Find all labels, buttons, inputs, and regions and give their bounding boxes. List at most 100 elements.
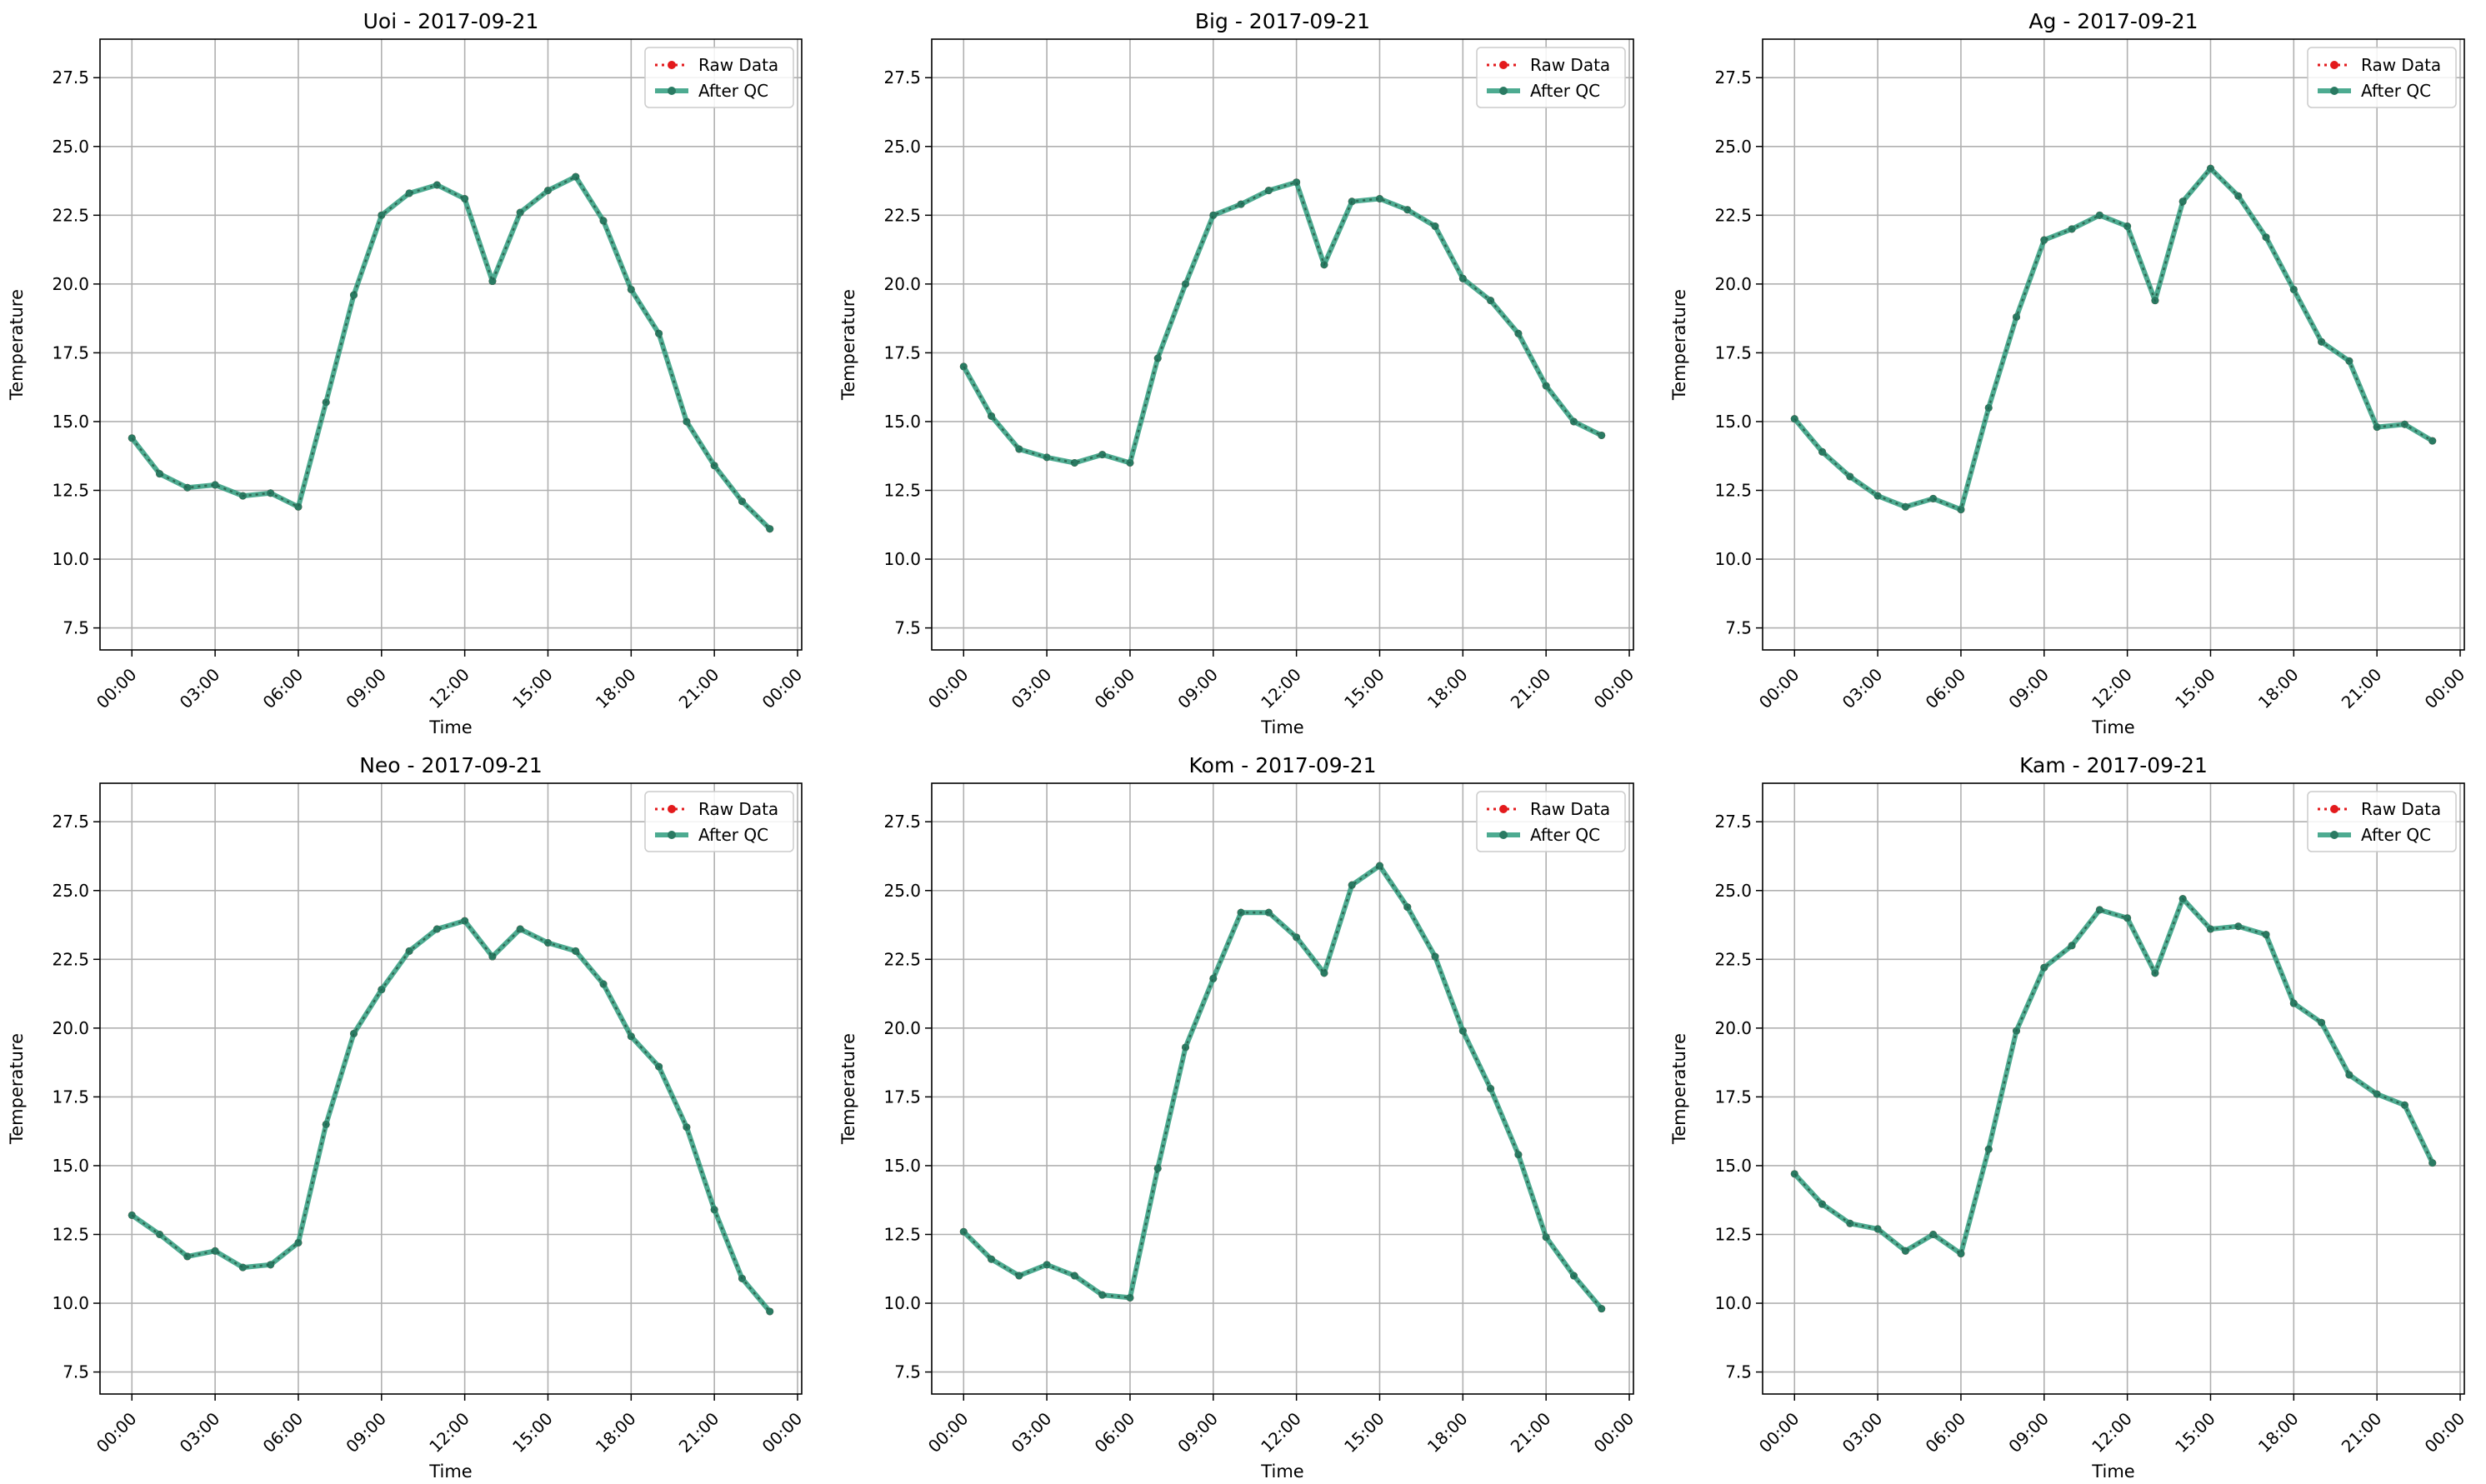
chart-panel-2: 00:00 03:00 06:00 09:00 12:00 15:00 18:00 21:00… — [838, 9, 1638, 737]
after-qc-data-point — [1015, 1272, 1023, 1280]
after-qc-data-point — [461, 917, 469, 925]
x-tick-label: 00:00 — [2421, 664, 2469, 712]
y-tick-label: 15.0 — [1714, 412, 1752, 432]
x-tick-label: 12:00 — [1257, 1408, 1305, 1457]
x-tick-label: 21:00 — [2338, 1408, 2386, 1457]
after-qc-data-point — [1873, 1225, 1882, 1233]
chart-panel-4: 00:00 03:00 06:00 09:00 12:00 15:00 18:00 21:00… — [7, 753, 806, 1482]
x-axis-label: Time — [428, 717, 472, 737]
y-tick-label: 27.5 — [883, 812, 921, 832]
y-tick-label: 17.5 — [52, 342, 89, 362]
y-axis-label: Temperature — [7, 1033, 27, 1145]
x-tick-label: 03:00 — [1008, 1408, 1056, 1457]
series-line-raw-overlay — [1793, 897, 2433, 1256]
axes-frame — [931, 782, 1634, 1395]
axes-frame — [1762, 782, 2465, 1395]
x-tick-label: 21:00 — [675, 1408, 723, 1457]
legend: Raw Data After QC — [2307, 791, 2457, 852]
y-tick-label: 17.5 — [883, 342, 921, 362]
after-qc-data-point — [1929, 494, 1938, 502]
chart-panel-5: 00:00 03:00 06:00 09:00 12:00 15:00 18:00 21:00… — [838, 753, 1638, 1482]
after-qc-data-point — [2095, 211, 2103, 219]
y-tick-label: 12.5 — [52, 480, 89, 500]
after-qc-data-point — [2428, 437, 2437, 445]
after-qc-data-point — [572, 172, 580, 181]
after-qc-data-point — [516, 208, 524, 217]
y-tick-label: 17.5 — [883, 1087, 921, 1107]
x-tick-label: 12:00 — [1257, 664, 1305, 712]
after-qc-data-point — [959, 1227, 968, 1236]
after-qc-data-point — [211, 1247, 219, 1255]
y-tick-label: 12.5 — [1714, 1224, 1752, 1244]
legend: Raw Data After QC — [1476, 791, 1626, 852]
after-qc-data-point — [1126, 1293, 1134, 1302]
y-tick-label: 22.5 — [52, 949, 89, 969]
after-qc-data-point — [1209, 974, 1218, 982]
legend: Raw Data After QC — [1476, 47, 1626, 108]
after-qc-data-point — [128, 1211, 136, 1219]
after-qc-data-point — [1514, 329, 1523, 337]
y-tick-label: 20.0 — [52, 1018, 89, 1038]
after-qc-data-point — [2318, 1018, 2326, 1027]
y-tick-label: 7.5 — [894, 1362, 921, 1382]
y-tick-label: 22.5 — [52, 205, 89, 225]
y-tick-label: 7.5 — [1725, 1362, 1752, 1382]
legend-label-after-qc: After QC — [698, 81, 768, 101]
x-tick-label: 06:00 — [1091, 664, 1139, 712]
x-tick-label: 09:00 — [2004, 664, 2053, 712]
x-tick-label: 12:00 — [425, 1408, 473, 1457]
x-tick-label: 15:00 — [508, 664, 557, 712]
x-tick-label: 18:00 — [2254, 664, 2303, 712]
x-tick-label: 03:00 — [1838, 664, 1887, 712]
chart-title: Kam - 2017-09-21 — [2019, 753, 2208, 777]
x-tick-label: 18:00 — [592, 1408, 640, 1457]
x-tick-label: 09:00 — [1173, 1408, 1222, 1457]
after-qc-data-point — [1348, 881, 1356, 889]
x-tick-label: 00:00 — [924, 664, 973, 712]
after-qc-data-point — [655, 329, 663, 337]
chart-title: Kom - 2017-09-21 — [1189, 753, 1377, 777]
legend-label-raw-data: Raw Data — [698, 799, 778, 819]
y-tick-label: 20.0 — [883, 274, 921, 294]
legend-after-qc-marker — [2330, 831, 2338, 839]
legend-label-raw-data: Raw Data — [1530, 55, 1610, 75]
after-qc-data-point — [1431, 952, 1439, 961]
x-tick-label: 18:00 — [1423, 1408, 1472, 1457]
y-tick-label: 17.5 — [52, 1087, 89, 1107]
y-tick-label: 15.0 — [1714, 1156, 1752, 1176]
legend-after-qc-marker — [1499, 831, 1508, 839]
y-tick-label: 7.5 — [894, 618, 921, 638]
y-tick-label: 25.0 — [883, 137, 921, 157]
x-tick-label: 15:00 — [2171, 1408, 2219, 1457]
series-line-raw-overlay — [131, 175, 771, 530]
y-tick-label: 7.5 — [63, 618, 89, 638]
axes-frame — [931, 38, 1634, 651]
after-qc-data-point — [683, 417, 691, 426]
chart-title: Uoi - 2017-09-21 — [363, 9, 539, 33]
y-tick-label: 15.0 — [883, 412, 921, 432]
x-tick-label: 06:00 — [259, 1408, 308, 1457]
y-tick-label: 25.0 — [1714, 881, 1752, 901]
after-qc-data-point — [156, 470, 164, 478]
legend-label-after-qc: After QC — [1530, 81, 1600, 101]
x-tick-label: 00:00 — [93, 1408, 141, 1457]
y-tick-label: 15.0 — [52, 1156, 89, 1176]
chart-title: Big - 2017-09-21 — [1195, 9, 1370, 33]
x-tick-label: 06:00 — [1922, 1408, 1970, 1457]
after-qc-data-point — [2289, 999, 2298, 1007]
y-tick-label: 27.5 — [52, 812, 89, 832]
y-tick-label: 20.0 — [1714, 1018, 1752, 1038]
after-qc-data-point — [238, 1263, 247, 1272]
x-tick-label: 00:00 — [758, 664, 807, 712]
after-qc-data-point — [627, 285, 635, 293]
y-tick-label: 10.0 — [883, 549, 921, 569]
legend-label-after-qc: After QC — [2361, 825, 2431, 845]
x-tick-label: 00:00 — [758, 1408, 807, 1457]
after-qc-data-point — [1901, 502, 1909, 511]
y-tick-label: 22.5 — [883, 205, 921, 225]
y-axis-label: Temperature — [838, 1033, 858, 1145]
legend-raw-data-marker — [668, 61, 676, 69]
y-tick-label: 27.5 — [1714, 812, 1752, 832]
y-tick-label: 20.0 — [883, 1018, 921, 1038]
x-tick-label: 09:00 — [342, 664, 390, 712]
